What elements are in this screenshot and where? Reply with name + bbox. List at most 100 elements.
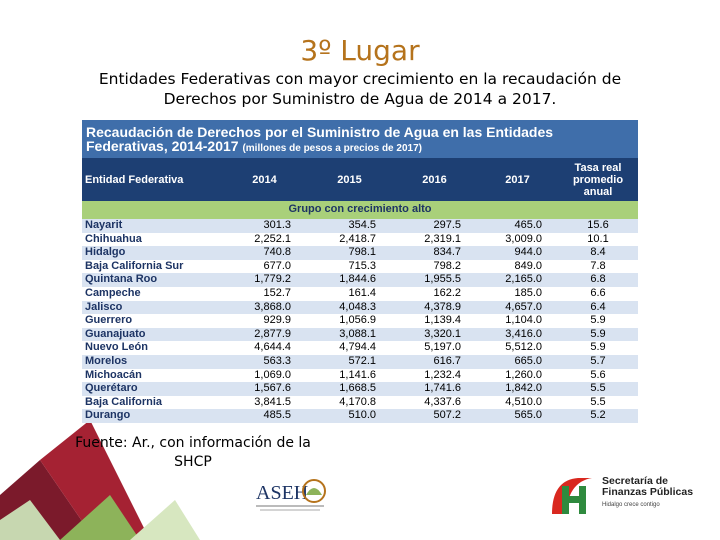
cell-2016: 297.5: [392, 219, 477, 233]
cell-2014: 1,069.0: [222, 368, 307, 383]
cell-2014: 677.0: [222, 259, 307, 274]
table-row: Jalisco 3,868.0 4,048.3 4,378.9 4,657.0 6.4: [82, 300, 638, 315]
cell-2016: 4,337.6: [392, 395, 477, 410]
finanzas-slogan: Hidalgo crece contigo: [602, 502, 660, 508]
cell-2015: 1,668.5: [307, 382, 392, 396]
cell-2015: 4,048.3: [307, 300, 392, 315]
cell-entidad: Chihuahua: [82, 232, 222, 247]
cell-tasa: 8.4: [558, 246, 638, 260]
cell-2016: 1,232.4: [392, 368, 477, 383]
cell-2016: 1,139.4: [392, 314, 477, 328]
cell-entidad: Quintana Roo: [82, 273, 222, 287]
cell-2017: 665.0: [477, 354, 558, 369]
cell-2017: 3,416.0: [477, 327, 558, 342]
cell-2015: 572.1: [307, 354, 392, 369]
cell-entidad: Guanajuato: [82, 327, 222, 342]
table-row: Baja California 3,841.5 4,170.8 4,337.6 4,51…: [82, 395, 638, 410]
cell-2015: 1,056.9: [307, 314, 392, 328]
cell-2015: 510.0: [307, 409, 392, 423]
table-row: Querétaro 1,567.6 1,668.5 1,741.6 1,842.0 5.5: [82, 382, 638, 396]
asei-logo: ASEH: [250, 473, 330, 517]
cell-2016: 1,741.6: [392, 382, 477, 396]
table-title-units: (millones de pesos a precios de 2017): [242, 143, 422, 154]
cell-entidad: Campeche: [82, 286, 222, 301]
cell-2015: 798.1: [307, 246, 392, 260]
cell-2015: 1,844.6: [307, 273, 392, 287]
cell-2017: 1,842.0: [477, 382, 558, 396]
cell-tasa: 5.7: [558, 354, 638, 369]
cell-2017: 5,512.0: [477, 341, 558, 355]
table-row: Campeche 152.7 161.4 162.2 185.0 6.6: [82, 286, 638, 301]
table-row: Guanajuato 2,877.9 3,088.1 3,320.1 3,416.0 5.…: [82, 327, 638, 342]
cell-2017: 2,165.0: [477, 273, 558, 287]
cell-2016: 616.7: [392, 354, 477, 369]
cell-entidad: Nuevo León: [82, 341, 222, 355]
cell-2017: 1,104.0: [477, 314, 558, 328]
cell-2014: 563.3: [222, 354, 307, 369]
cell-tasa: 10.1: [558, 232, 638, 247]
group-label: Grupo con crecimiento alto: [82, 201, 638, 219]
cell-2017: 4,657.0: [477, 300, 558, 315]
cell-2014: 740.8: [222, 246, 307, 260]
cell-tasa: 6.8: [558, 273, 638, 287]
corner-decoration: [0, 420, 200, 540]
finanzas-line1: Secretaría de: [602, 475, 668, 487]
slide-title: 3º Lugar: [300, 34, 420, 67]
cell-2017: 1,260.0: [477, 368, 558, 383]
cell-tasa: 5.9: [558, 327, 638, 342]
cell-2015: 4,170.8: [307, 395, 392, 410]
finanzas-logo-text: Secretaría de Finanzas Públicas: [602, 476, 693, 498]
cell-2016: 4,378.9: [392, 300, 477, 315]
table-title-line1: Recaudación de Derechos por el Suministr…: [86, 124, 554, 140]
cell-2014: 1,567.6: [222, 382, 307, 396]
cell-2015: 354.5: [307, 219, 392, 233]
cell-entidad: Baja California: [82, 395, 222, 410]
table-title: Recaudación de Derechos por el Suministr…: [82, 120, 638, 158]
header-2017: 2017: [477, 158, 558, 201]
cell-tasa: 5.9: [558, 314, 638, 328]
cell-2016: 2,319.1: [392, 232, 477, 247]
data-table: Entidad Federativa 2014 2015 2016 2017 T…: [82, 158, 638, 423]
table-row: Baja California Sur 677.0 715.3 798.2 849.0 7…: [82, 259, 638, 274]
cell-2016: 5,197.0: [392, 341, 477, 355]
cell-tasa: 6.4: [558, 300, 638, 315]
table-row: Quintana Roo 1,779.2 1,844.6 1,955.5 2,165.0…: [82, 273, 638, 287]
finanzas-line2: Finanzas Públicas: [602, 486, 694, 498]
header-2016: 2016: [392, 158, 477, 201]
cell-2014: 301.3: [222, 219, 307, 233]
cell-2015: 161.4: [307, 286, 392, 301]
cell-2016: 162.2: [392, 286, 477, 301]
cell-2017: 849.0: [477, 259, 558, 274]
cell-2014: 2,252.1: [222, 232, 307, 247]
cell-tasa: 6.6: [558, 286, 638, 301]
cell-entidad: Nayarit: [82, 219, 222, 233]
cell-2014: 2,877.9: [222, 327, 307, 342]
header-2015: 2015: [307, 158, 392, 201]
cell-2014: 485.5: [222, 409, 307, 423]
cell-tasa: 5.5: [558, 382, 638, 396]
cell-2014: 1,779.2: [222, 273, 307, 287]
cell-tasa: 5.5: [558, 395, 638, 410]
cell-tasa: 5.9: [558, 341, 638, 355]
data-table-container: Recaudación de Derechos por el Suministr…: [82, 120, 638, 430]
table-row: Michoacán 1,069.0 1,141.6 1,232.4 1,260.0 5.6: [82, 368, 638, 383]
cell-2017: 465.0: [477, 219, 558, 233]
cell-2014: 929.9: [222, 314, 307, 328]
cell-entidad: Jalisco: [82, 300, 222, 315]
cell-2017: 3,009.0: [477, 232, 558, 247]
cell-2015: 2,418.7: [307, 232, 392, 247]
table-row: Hidalgo 740.8 798.1 834.7 944.0 8.4: [82, 246, 638, 260]
table-row: Guerrero 929.9 1,056.9 1,139.4 1,104.0 5.9: [82, 314, 638, 328]
table-title-line2: Federativas, 2014-2017: [86, 138, 239, 154]
cell-tasa: 7.8: [558, 259, 638, 274]
cell-2016: 507.2: [392, 409, 477, 423]
finanzas-logo-mark-icon: [552, 478, 592, 514]
cell-entidad: Hidalgo: [82, 246, 222, 260]
cell-entidad: Durango: [82, 409, 222, 423]
cell-2014: 152.7: [222, 286, 307, 301]
header-entidad: Entidad Federativa: [82, 158, 222, 201]
cell-2017: 185.0: [477, 286, 558, 301]
table-row: Nuevo León 4,644.4 4,794.4 5,197.0 5,512.0 5.…: [82, 341, 638, 355]
cell-entidad: Morelos: [82, 354, 222, 369]
cell-2015: 4,794.4: [307, 341, 392, 355]
